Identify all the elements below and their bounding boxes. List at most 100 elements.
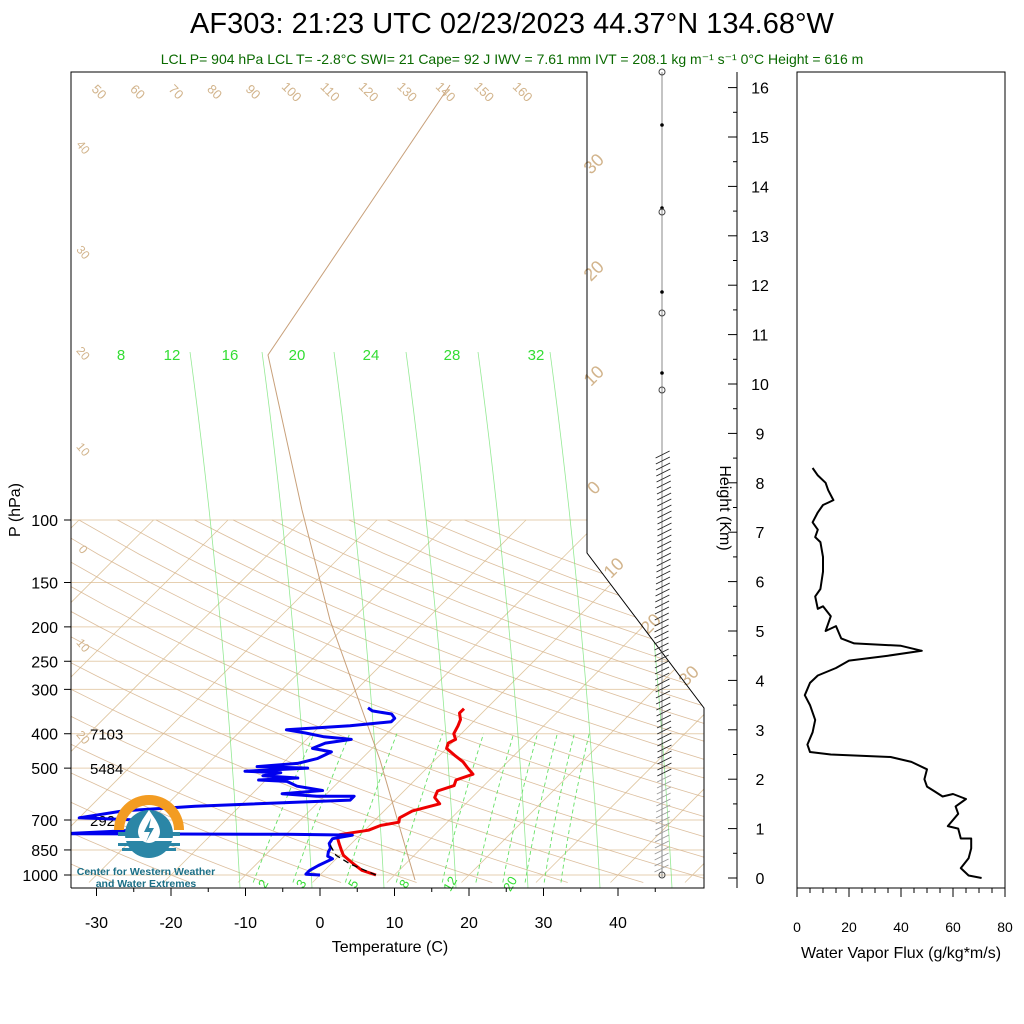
- mixing-ratio-line: [524, 733, 558, 883]
- wind-barb: [654, 850, 661, 855]
- dry-adiabat-line: [71, 519, 342, 883]
- isotherm-line: [71, 519, 229, 883]
- isotherm-line: [71, 519, 378, 883]
- x-tick-label: -30: [85, 915, 108, 932]
- wv-x-tick-label: 40: [893, 919, 909, 935]
- mixing-ratio-line: [543, 733, 575, 883]
- dry-adiabat-label: 60: [127, 81, 148, 102]
- isotherm-label: 10: [73, 636, 93, 655]
- wind-barb: [657, 520, 664, 525]
- wind-barb: [655, 466, 663, 471]
- parcel-line: [329, 844, 377, 876]
- wind-barb: [662, 468, 671, 474]
- wind-barb: [660, 612, 669, 618]
- mixing-ratio-label: 3: [293, 877, 310, 891]
- isotherm-line: [610, 519, 704, 883]
- mixing-ratio-line: [560, 733, 590, 883]
- wind-barb: [660, 600, 670, 606]
- dewpoint-line: [71, 706, 397, 877]
- wind-barb: [657, 736, 664, 741]
- wind-barb: [662, 474, 671, 480]
- dry-adiabat-label: 140: [433, 79, 459, 105]
- height-label: 5484: [90, 761, 123, 778]
- wv-x-tick-label: 0: [793, 919, 801, 935]
- x-tick-label: -20: [159, 915, 182, 932]
- mixing-ratio-line: [252, 733, 315, 883]
- wind-barb: [656, 790, 664, 795]
- x-tick-label: 40: [609, 915, 627, 932]
- wind-barb: [656, 730, 664, 735]
- wind-barb: [661, 588, 670, 594]
- wind-barb: [661, 696, 671, 702]
- mixing-ratio-line: [475, 733, 515, 883]
- x-tick-label: -10: [234, 915, 257, 932]
- wind-barb: [654, 622, 661, 627]
- y-tick-label: 200: [31, 620, 58, 637]
- wind-calm-circle: [658, 208, 666, 216]
- mixing-ratio-line: [292, 733, 351, 883]
- moist-adiabat-line: [333, 351, 385, 888]
- wind-barb: [654, 868, 661, 873]
- wind-barb: [656, 550, 664, 555]
- wv-flux-frame: [796, 71, 1006, 889]
- reference-adiabat-line: [267, 84, 451, 881]
- height-tick-label: 6: [756, 575, 765, 592]
- dry-adiabat-line: [71, 519, 704, 883]
- wind-barb: [656, 556, 664, 561]
- y-tick-label: 700: [31, 813, 58, 830]
- wind-barb: [655, 694, 663, 699]
- dry-adiabat-line: [233, 519, 704, 883]
- mixing-ratio-label: 16: [222, 347, 239, 364]
- isotherm-label: 10: [73, 440, 93, 459]
- wind-barb: [661, 462, 671, 468]
- height-tick-label: 8: [756, 476, 765, 493]
- wind-barb: [662, 726, 672, 732]
- height-tick-label: 5: [756, 624, 765, 641]
- wind-barb: [655, 682, 662, 687]
- wind-barb: [654, 604, 662, 609]
- wind-barb: [660, 834, 670, 840]
- wind-barb: [662, 492, 672, 498]
- wind-barb: [660, 618, 669, 624]
- wind-barb: [654, 838, 662, 843]
- moist-adiabat-label: 10: [600, 554, 628, 582]
- wind-barb: [663, 498, 672, 504]
- mixing-ratio-label: 20: [289, 347, 306, 364]
- height-label: 7103: [90, 727, 123, 744]
- x-tick-label: 20: [460, 915, 478, 932]
- wind-dot: [660, 123, 664, 127]
- wind-barb: [663, 510, 672, 516]
- wind-barb: [656, 568, 663, 573]
- wind-barb: [661, 684, 670, 690]
- wind-barb: [661, 582, 670, 588]
- wind-barb: [656, 490, 664, 495]
- height-tick-label: 3: [756, 723, 765, 740]
- wind-barb: [661, 822, 670, 828]
- moist-adiabat-line: [549, 351, 601, 888]
- mixing-ratio-label: 2: [255, 877, 272, 891]
- wind-barb: [661, 690, 671, 696]
- dry-adiabat-label: 50: [89, 81, 110, 102]
- wind-barb: [660, 648, 669, 654]
- wind-barb: [655, 826, 662, 831]
- wind-barb: [656, 706, 663, 711]
- wind-barb: [655, 460, 663, 465]
- moist-adiabat-label: 30: [580, 150, 608, 178]
- wind-barb: [654, 640, 661, 645]
- mixing-ratio-line: [502, 733, 538, 883]
- x-axis-label: Temperature (C): [332, 939, 448, 956]
- wind-barb: [661, 450, 670, 456]
- wind-barb: [654, 646, 661, 651]
- dry-adiabat-line: [71, 519, 704, 883]
- wind-calm-circle: [658, 68, 666, 76]
- wind-barb: [661, 576, 671, 582]
- wind-barb: [657, 760, 664, 765]
- wind-barb: [656, 562, 663, 567]
- wind-barb: [662, 702, 671, 708]
- wv-flux-series: [803, 467, 982, 879]
- wind-barb: [654, 670, 662, 675]
- wind-barb: [655, 598, 662, 603]
- mixing-ratio-line: [441, 733, 484, 883]
- dry-adiabat-label: 130: [394, 79, 420, 105]
